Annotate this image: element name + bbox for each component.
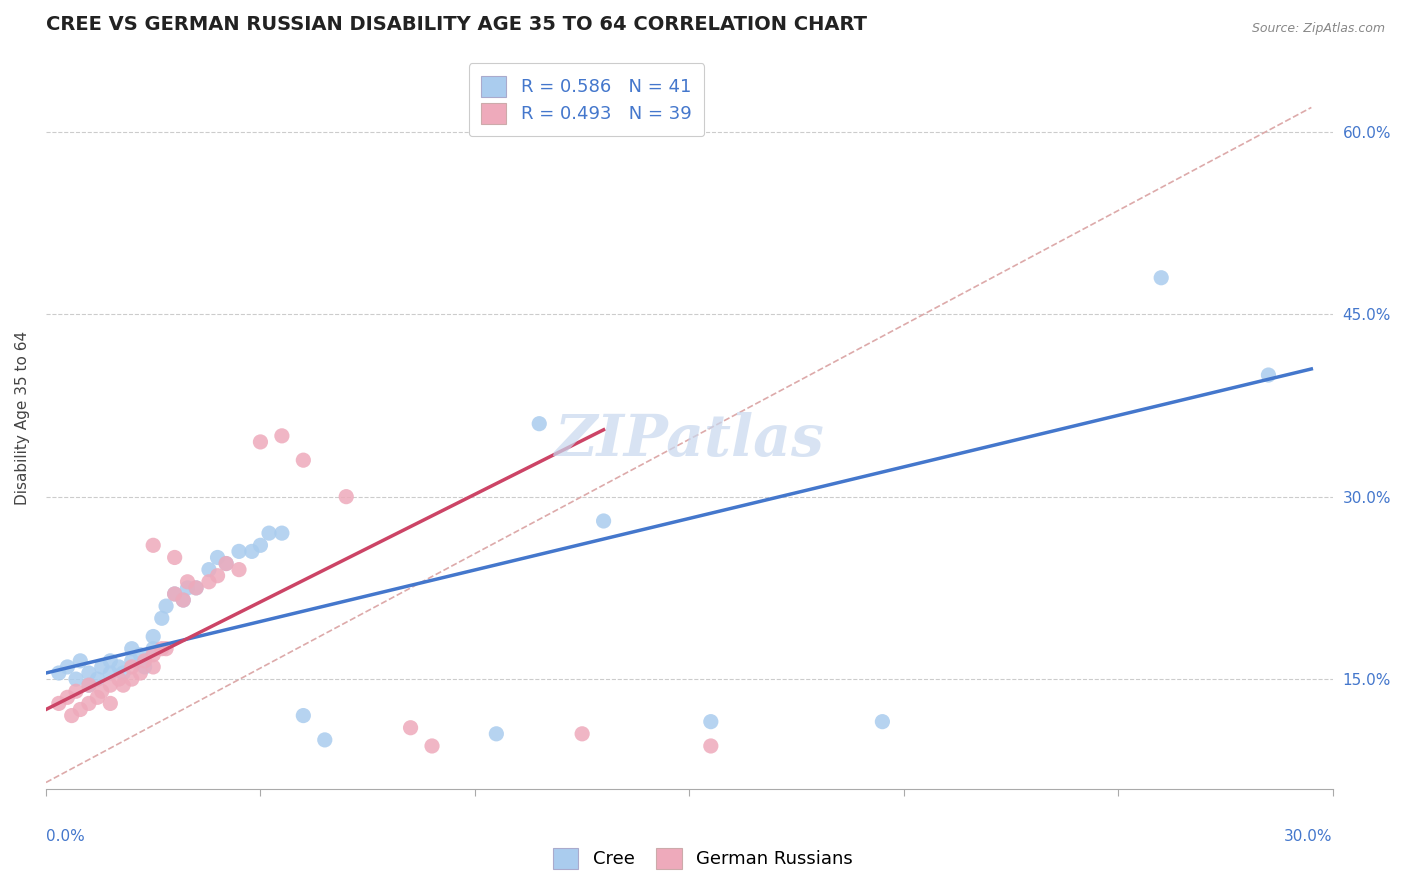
- Point: [270, 526, 292, 541]
- Point: [172, 593, 194, 607]
- Point: [142, 648, 165, 662]
- Point: [314, 732, 336, 747]
- Point: [56, 690, 79, 705]
- Point: [176, 574, 198, 589]
- Point: [1257, 368, 1279, 382]
- Point: [77, 678, 100, 692]
- Point: [420, 739, 443, 753]
- Y-axis label: Disability Age 35 to 64: Disability Age 35 to 64: [15, 331, 30, 505]
- Point: [155, 641, 177, 656]
- Point: [700, 714, 723, 729]
- Point: [155, 599, 177, 614]
- Point: [98, 697, 121, 711]
- Point: [77, 665, 100, 680]
- Point: [142, 641, 165, 656]
- Point: [249, 434, 271, 449]
- Point: [112, 665, 135, 680]
- Point: [228, 563, 250, 577]
- Point: [108, 672, 131, 686]
- Point: [700, 739, 723, 753]
- Point: [270, 429, 292, 443]
- Point: [121, 641, 143, 656]
- Text: 30.0%: 30.0%: [1284, 830, 1333, 845]
- Point: [48, 697, 70, 711]
- Point: [163, 587, 186, 601]
- Point: [65, 684, 87, 698]
- Point: [86, 690, 108, 705]
- Point: [129, 665, 152, 680]
- Point: [69, 654, 91, 668]
- Point: [292, 708, 315, 723]
- Point: [150, 611, 173, 625]
- Point: [249, 538, 271, 552]
- Point: [207, 568, 229, 582]
- Point: [121, 672, 143, 686]
- Text: 0.0%: 0.0%: [46, 830, 84, 845]
- Point: [69, 702, 91, 716]
- Legend: Cree, German Russians: Cree, German Russians: [546, 840, 860, 876]
- Point: [56, 660, 79, 674]
- Point: [335, 490, 357, 504]
- Point: [207, 550, 229, 565]
- Point: [240, 544, 263, 558]
- Point: [98, 665, 121, 680]
- Point: [163, 587, 186, 601]
- Point: [1150, 270, 1173, 285]
- Point: [176, 581, 198, 595]
- Point: [90, 684, 112, 698]
- Point: [134, 654, 156, 668]
- Point: [529, 417, 551, 431]
- Point: [86, 672, 108, 686]
- Text: Source: ZipAtlas.com: Source: ZipAtlas.com: [1251, 22, 1385, 36]
- Point: [198, 563, 221, 577]
- Point: [215, 557, 238, 571]
- Point: [134, 660, 156, 674]
- Point: [142, 630, 165, 644]
- Point: [112, 678, 135, 692]
- Point: [142, 538, 165, 552]
- Point: [292, 453, 315, 467]
- Point: [98, 654, 121, 668]
- Point: [571, 727, 593, 741]
- Point: [215, 557, 238, 571]
- Point: [121, 654, 143, 668]
- Point: [90, 660, 112, 674]
- Point: [485, 727, 508, 741]
- Point: [121, 660, 143, 674]
- Point: [228, 544, 250, 558]
- Point: [129, 648, 152, 662]
- Point: [108, 660, 131, 674]
- Point: [77, 697, 100, 711]
- Point: [163, 550, 186, 565]
- Point: [98, 678, 121, 692]
- Point: [872, 714, 894, 729]
- Point: [198, 574, 221, 589]
- Point: [150, 641, 173, 656]
- Text: ZIPatlas: ZIPatlas: [554, 411, 824, 468]
- Point: [257, 526, 280, 541]
- Point: [172, 593, 194, 607]
- Point: [184, 581, 207, 595]
- Point: [48, 665, 70, 680]
- Point: [592, 514, 614, 528]
- Point: [77, 678, 100, 692]
- Point: [399, 721, 422, 735]
- Text: CREE VS GERMAN RUSSIAN DISABILITY AGE 35 TO 64 CORRELATION CHART: CREE VS GERMAN RUSSIAN DISABILITY AGE 35…: [46, 15, 868, 34]
- Point: [60, 708, 83, 723]
- Legend: R = 0.586   N = 41, R = 0.493   N = 39: R = 0.586 N = 41, R = 0.493 N = 39: [468, 63, 704, 136]
- Point: [142, 660, 165, 674]
- Point: [65, 672, 87, 686]
- Point: [184, 581, 207, 595]
